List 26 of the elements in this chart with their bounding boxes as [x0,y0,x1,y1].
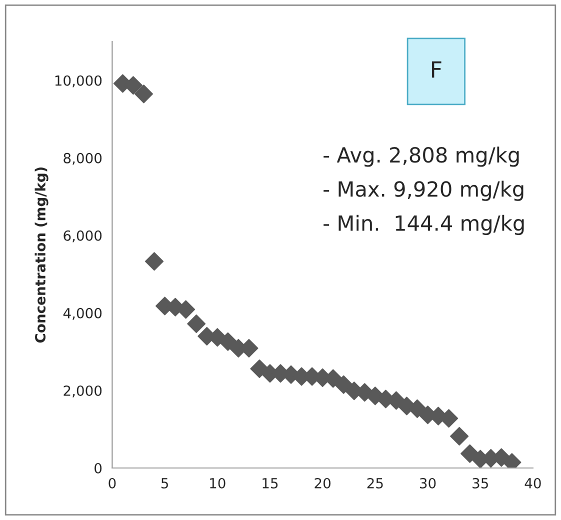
y-tick-label: 8,000 [64,152,102,165]
text: F [432,61,442,78]
y-axis-title: Concentration (mg/kg) [34,167,48,343]
x-tick-label: 15 [262,478,278,488]
y-tick-label: 6,000 [64,230,102,242]
y-tick-label: 0 [94,462,102,474]
x-tick-label: 25 [367,478,383,488]
y-tick-label: 4,000 [63,308,102,320]
point [134,84,154,104]
y-tick-label: 2,000 [64,385,102,398]
annotation: - Min. 144.4 mg/kg [324,214,524,236]
annotation: - Max. 9,920 mg/kg [324,180,524,201]
x-tick-label: 40 [524,478,541,488]
x-tick-label: 20 [314,478,330,488]
point [144,252,164,271]
point [218,332,238,351]
point [187,314,206,334]
x-tick-label: 30 [420,478,436,488]
point [334,375,353,394]
x-tick-label: 5 [161,478,168,488]
x-tick-label: 0 [108,478,116,488]
x-tick-label: 10 [210,478,226,488]
point [450,426,469,446]
x-tick-label: 35 [472,478,488,488]
annotation: - Avg. 2,808 mg/kg [324,146,519,167]
y-tick-label: 10,000 [55,75,102,88]
